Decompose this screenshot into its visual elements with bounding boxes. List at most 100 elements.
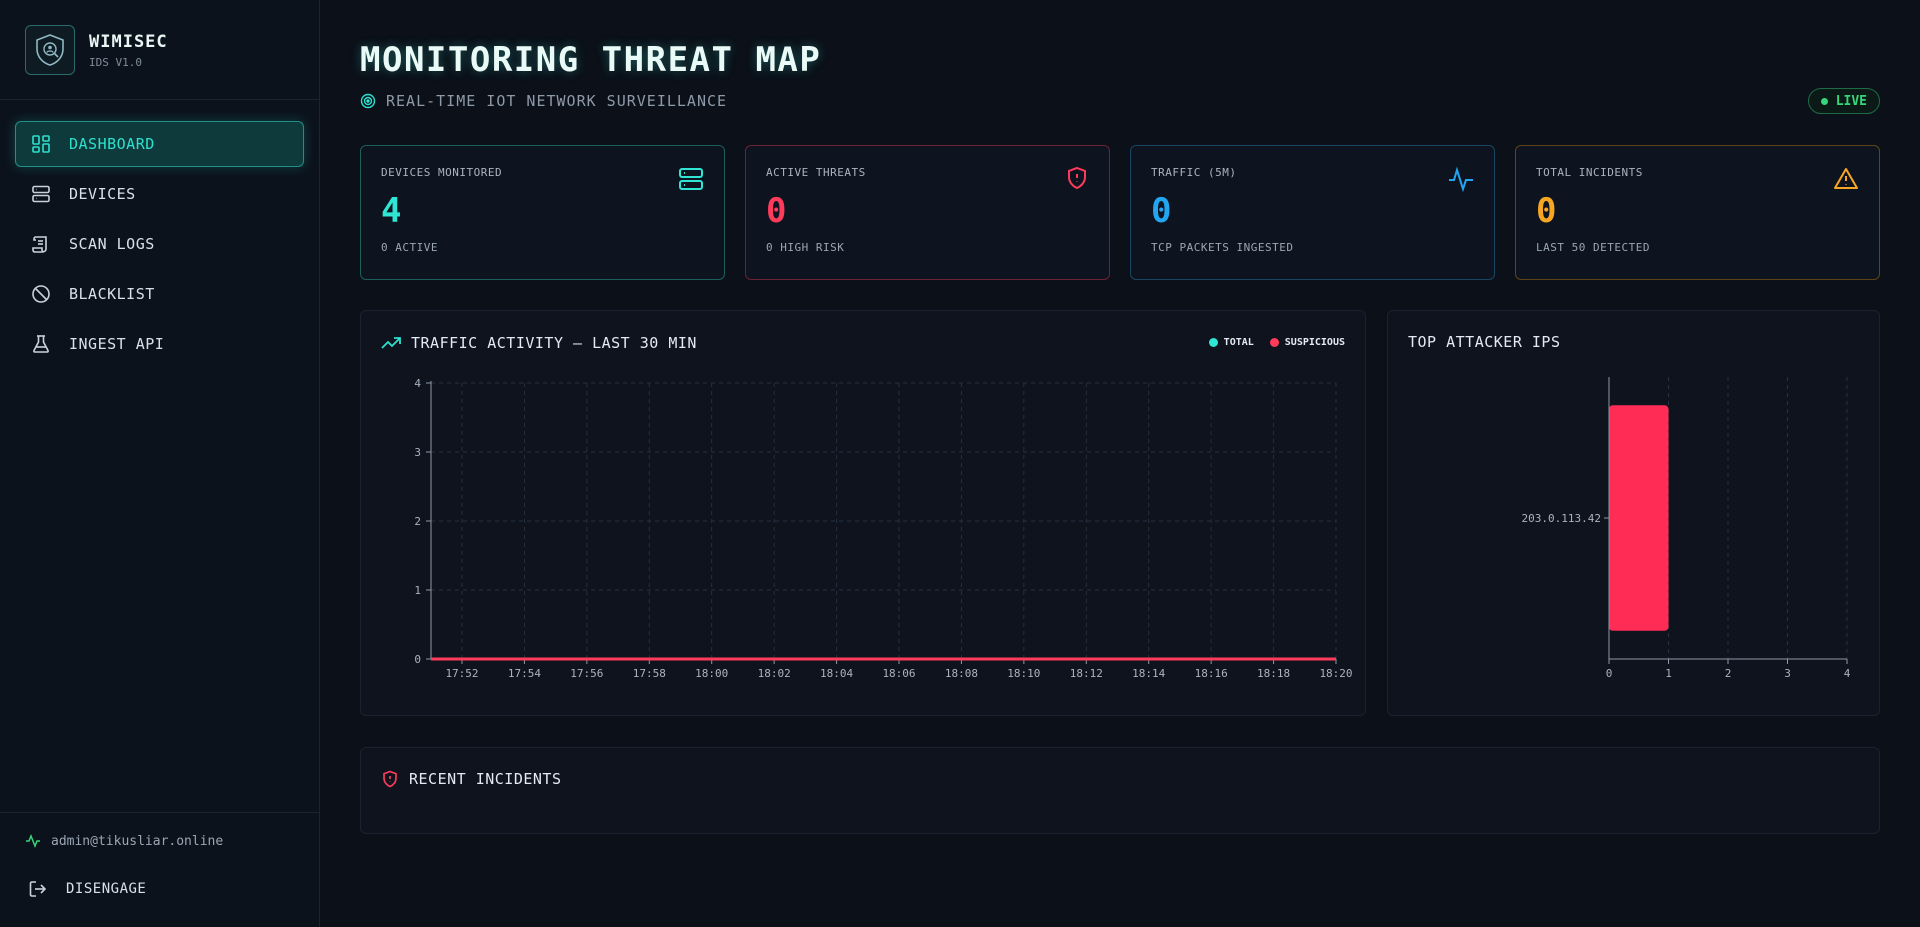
stat-label: TOTAL INCIDENTS: [1536, 166, 1643, 179]
stat-card-threats[interactable]: ACTIVE THREATS 0 0 HIGH RISK: [745, 145, 1110, 280]
incidents-panel-title: RECENT INCIDENTS: [409, 770, 562, 788]
legend-dot: [1269, 338, 1279, 347]
panel-title: RECENT INCIDENTS: [381, 770, 562, 788]
x-tick-label: 18:12: [1070, 667, 1103, 680]
x-tick-label: 17:58: [633, 667, 666, 680]
legend-item-total[interactable]: TOTAL: [1208, 337, 1254, 348]
panel-title: TOP ATTACKER IPS: [1408, 333, 1561, 351]
attacker-ip-label: 203.0.113.42: [1522, 512, 1601, 525]
y-tick-label: 3: [414, 446, 421, 459]
sidebar-item-ingest-api[interactable]: INGEST API: [15, 321, 304, 367]
stat-card-devices[interactable]: DEVICES MONITORED 4 0 ACTIVE: [360, 145, 725, 280]
x-tick-label: 18:04: [820, 667, 853, 680]
x-tick-label: 18:14: [1132, 667, 1165, 680]
stat-value: 0: [1536, 191, 1557, 231]
stat-value: 0: [1151, 191, 1172, 231]
sidebar-item-label: DEVICES: [69, 185, 136, 203]
live-label: LIVE: [1835, 93, 1867, 109]
sidebar-item-label: SCAN LOGS: [69, 235, 155, 253]
stat-label: ACTIVE THREATS: [766, 166, 866, 179]
stat-label: TRAFFIC (5M): [1151, 166, 1237, 179]
radar-icon: [360, 93, 376, 109]
recent-incidents-panel: RECENT INCIDENTS: [360, 747, 1880, 834]
activity-icon: [1449, 166, 1473, 192]
panel-title: TRAFFIC ACTIVITY — LAST 30 MIN: [381, 333, 697, 353]
x-tick-label: 1: [1665, 667, 1672, 680]
stat-sub: LAST 50 DETECTED: [1536, 241, 1650, 254]
user-email: admin@tikusliar.online: [51, 833, 224, 849]
shield-alert-icon: [383, 770, 397, 788]
page-subtitle-text: REAL-TIME IOT NETWORK SURVEILLANCE: [386, 92, 728, 110]
attackers-panel-title: TOP ATTACKER IPS: [1408, 333, 1561, 351]
stat-card-incidents[interactable]: TOTAL INCIDENTS 0 LAST 50 DETECTED: [1515, 145, 1880, 280]
scroll-icon: [32, 236, 47, 253]
traffic-panel-title: TRAFFIC ACTIVITY — LAST 30 MIN: [411, 334, 697, 352]
user-status: admin@tikusliar.online: [25, 833, 223, 849]
y-tick-label: 0: [414, 653, 421, 666]
stat-sub: 0 ACTIVE: [381, 241, 438, 254]
sidebar-item-blacklist[interactable]: BLACKLIST: [15, 271, 304, 317]
sidebar-item-devices[interactable]: DEVICES: [15, 171, 304, 217]
shield-alert-icon: [1068, 166, 1086, 190]
x-tick-label: 17:52: [445, 667, 478, 680]
stat-sub: 0 HIGH RISK: [766, 241, 845, 254]
stat-value: 0: [766, 191, 787, 231]
x-tick-label: 18:10: [1007, 667, 1040, 680]
logout-label: DISENGAGE: [66, 881, 147, 897]
x-tick-label: 4: [1844, 667, 1851, 680]
x-tick-label: 0: [1606, 667, 1613, 680]
legend-item-suspicious[interactable]: SUSPICIOUS: [1269, 337, 1345, 348]
sidebar: WIMISEC IDS V1.0 DASHBOARD DEVICES SCAN: [0, 0, 320, 927]
flask-icon: [33, 335, 49, 353]
y-tick-label: 4: [414, 377, 421, 390]
live-badge: LIVE: [1807, 88, 1880, 114]
x-tick-label: 18:06: [882, 667, 915, 680]
x-tick-label: 18:02: [758, 667, 791, 680]
stat-sub: TCP PACKETS INGESTED: [1151, 241, 1294, 254]
y-tick-label: 1: [414, 584, 421, 597]
top-attackers-panel: TOP ATTACKER IPS 0 1 2 3 4 203.0.113.42: [1387, 310, 1880, 716]
ban-icon: [32, 285, 50, 303]
sidebar-item-label: BLACKLIST: [69, 285, 155, 303]
live-dot-icon: [1820, 97, 1828, 105]
sidebar-nav: DASHBOARD DEVICES SCAN LOGS BLACKLIST: [15, 121, 304, 371]
stat-card-traffic[interactable]: TRAFFIC (5M) 0 TCP PACKETS INGESTED: [1130, 145, 1495, 280]
sidebar-item-dashboard[interactable]: DASHBOARD: [15, 121, 304, 167]
dashboard-icon: [32, 135, 50, 153]
brand-version: IDS V1.0: [89, 55, 142, 69]
attacker-bar: [1609, 405, 1669, 631]
legend-label: TOTAL: [1223, 337, 1254, 348]
attackers-bar-chart: 0 1 2 3 4 203.0.113.42: [1522, 377, 1851, 680]
brand[interactable]: WIMISEC IDS V1.0: [25, 25, 168, 75]
legend-label: SUSPICIOUS: [1284, 337, 1345, 348]
main-content: MONITORING THREAT MAP REAL-TIME IOT NETW…: [360, 0, 1880, 927]
trending-up-icon: [381, 337, 401, 349]
x-tick-label: 17:54: [508, 667, 541, 680]
traffic-activity-panel: TRAFFIC ACTIVITY — LAST 30 MIN TOTAL SUS…: [360, 310, 1366, 716]
page-subtitle: REAL-TIME IOT NETWORK SURVEILLANCE: [360, 92, 727, 110]
warning-icon: [1834, 168, 1858, 189]
sidebar-item-label: DASHBOARD: [69, 135, 155, 153]
y-tick-label: 2: [414, 515, 421, 528]
sidebar-divider: [0, 99, 320, 100]
legend-dot: [1208, 338, 1218, 347]
sidebar-item-label: INGEST API: [69, 335, 165, 353]
traffic-line-chart: 0 1 2 3 4 17:52 17:54 17:56 17:58 18:00 18:02 18:04…: [414, 377, 1352, 680]
logout-button[interactable]: DISENGAGE: [28, 879, 146, 899]
page-title: MONITORING THREAT MAP: [360, 40, 822, 80]
x-tick-label: 18:08: [945, 667, 978, 680]
x-tick-label: 3: [1784, 667, 1791, 680]
activity-icon: [26, 833, 40, 849]
chart-legend: TOTAL SUSPICIOUS: [1193, 337, 1345, 348]
x-tick-label: 2: [1725, 667, 1732, 680]
stat-value: 4: [381, 191, 402, 231]
sidebar-item-scan-logs[interactable]: SCAN LOGS: [15, 221, 304, 267]
stats-row: DEVICES MONITORED 4 0 ACTIVE ACTIVE THRE…: [360, 145, 1880, 280]
brand-name: WIMISEC: [89, 31, 168, 52]
x-tick-label: 18:16: [1195, 667, 1228, 680]
x-tick-label: 18:00: [695, 667, 728, 680]
stat-label: DEVICES MONITORED: [381, 166, 503, 179]
x-tick-label: 18:20: [1319, 667, 1352, 680]
server-icon: [679, 168, 703, 190]
logout-icon: [29, 881, 47, 897]
